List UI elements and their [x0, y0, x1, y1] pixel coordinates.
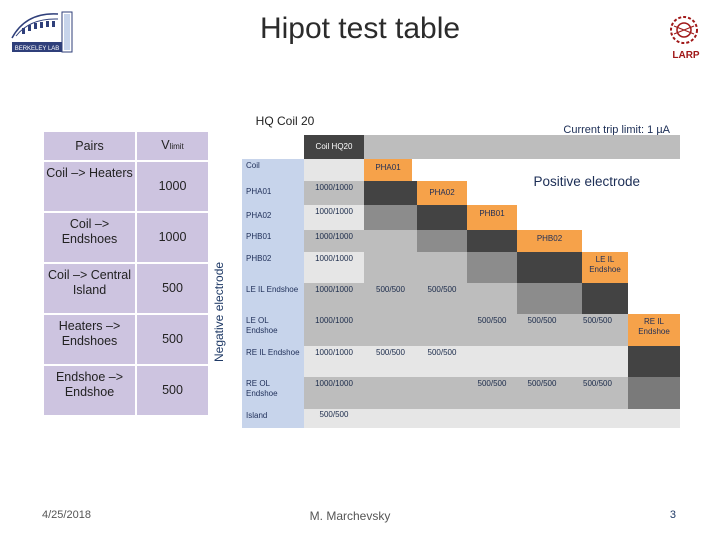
- matrix-value: 500/500: [467, 314, 517, 346]
- matrix-cell: [417, 377, 467, 409]
- matrix-value: 1000/1000: [304, 314, 364, 346]
- pair-cell: Heaters –> Endshoes: [42, 313, 137, 366]
- svg-text:BERKELEY LAB: BERKELEY LAB: [15, 46, 60, 52]
- slide-title: Hipot test table: [259, 12, 461, 45]
- matrix-value: 500/500: [517, 314, 567, 346]
- matrix-value: 1000/1000: [304, 252, 364, 283]
- col-label-re-il: RE IL Endshoe: [628, 314, 680, 346]
- matrix-cell: [417, 205, 467, 230]
- matrix-blank: [412, 159, 680, 181]
- matrix-value: 500/500: [567, 314, 628, 346]
- row-label-re-il: RE IL Endshoe: [242, 346, 304, 377]
- berkeley-lab-logo: BERKELEY LAB: [11, 11, 73, 53]
- matrix-cell: [364, 409, 680, 428]
- vlimit-cell: 500: [135, 262, 210, 315]
- slide-subtitle: HQ Coil 20: [255, 114, 315, 128]
- row-label-phb01: PHB01: [242, 230, 304, 252]
- pair-cell: Coil –> Central Island: [42, 262, 137, 315]
- row-label-le-ol: LE OL Endshoe: [242, 314, 304, 346]
- vlimit-sub: limit: [169, 142, 184, 151]
- matrix-cell: [467, 346, 517, 377]
- corner-label: Coil HQ20: [304, 135, 364, 159]
- matrix-value: 500/500: [364, 283, 417, 314]
- row-label-pha01: PHA01: [242, 181, 304, 205]
- matrix-value: 1000/1000: [304, 205, 364, 230]
- matrix-cell: [364, 377, 417, 409]
- row-label-coil: Coil: [242, 159, 304, 181]
- matrix-value: 1000/1000: [304, 377, 364, 409]
- matrix-cell: [304, 159, 364, 181]
- matrix-cell: [364, 230, 417, 252]
- matrix-value: 500/500: [417, 283, 467, 314]
- matrix-value: 500/500: [567, 377, 628, 409]
- matrix-cell: [628, 377, 680, 409]
- matrix-cell: [517, 283, 582, 314]
- larp-logo: LARP: [670, 16, 700, 61]
- row-label-phb02: PHB02: [242, 252, 304, 283]
- matrix-value: 1000/1000: [304, 230, 364, 252]
- matrix-value: 500/500: [467, 377, 517, 409]
- matrix-cell: [467, 230, 517, 252]
- vlimit-cell: 1000: [135, 160, 210, 213]
- matrix-blank: [628, 283, 680, 314]
- svg-text:LARP: LARP: [672, 50, 700, 61]
- row-label-pha02: PHA02: [242, 205, 304, 230]
- page-number: 3: [669, 509, 676, 521]
- trip-limit-note: Current trip limit: 1 µA: [563, 124, 670, 136]
- matrix-cell: [467, 252, 517, 283]
- pairs-table: Pairs Vlimit Coil –> Heaters 1000 Coil –…: [42, 130, 210, 417]
- col-label-phb02: PHB02: [517, 230, 582, 252]
- pair-cell: Endshoe –> Endshoe: [42, 364, 137, 417]
- matrix-cell: [417, 314, 467, 346]
- col-label-le-il: LE IL Endshoe: [582, 252, 628, 283]
- matrix-value: 500/500: [304, 409, 364, 428]
- matrix-value: 500/500: [364, 346, 417, 377]
- matrix-cell: [364, 205, 417, 230]
- vlimit-cell: 500: [135, 313, 210, 366]
- col-label-pha01: PHA01: [364, 159, 412, 181]
- matrix-value: 500/500: [517, 377, 567, 409]
- matrix-blank: [467, 181, 680, 205]
- positive-electrode-label: Positive electrode: [533, 174, 640, 189]
- negative-electrode-label: Negative electrode: [212, 261, 226, 362]
- matrix-cell: [467, 283, 517, 314]
- matrix-value: 1000/1000: [304, 346, 364, 377]
- matrix-cell: [364, 314, 417, 346]
- vlimit-main: V: [161, 138, 170, 152]
- matrix-cell: [364, 252, 417, 283]
- vlimit-cell: 1000: [135, 211, 210, 264]
- row-label-le-il: LE IL Endshoe: [242, 283, 304, 314]
- footer-author: M. Marchevsky: [309, 509, 391, 523]
- vlimit-cell: 500: [135, 364, 210, 417]
- matrix-value: 1000/1000: [304, 283, 364, 314]
- matrix-cell: [567, 346, 628, 377]
- pair-cell: Coil –> Heaters: [42, 160, 137, 213]
- matrix-value: 1000/1000: [304, 181, 364, 205]
- matrix-cell: [417, 252, 467, 283]
- hipot-matrix: Coil HQ20 Coil PHA01 PHA01 1000/1000 PHA…: [242, 135, 680, 428]
- matrix-blank: [517, 205, 680, 230]
- col-label-pha02: PHA02: [417, 181, 467, 205]
- matrix-cell: [582, 283, 628, 314]
- matrix-cell: [417, 230, 467, 252]
- footer-date: 4/25/2018: [42, 509, 91, 521]
- matrix-cell: [628, 346, 680, 377]
- pairs-header: Pairs: [42, 130, 137, 162]
- matrix-blank: [628, 252, 680, 283]
- vlimit-header: Vlimit: [135, 130, 210, 162]
- pair-cell: Coil –> Endshoes: [42, 211, 137, 264]
- matrix-cell: [364, 181, 417, 205]
- row-label-island: Island: [242, 409, 304, 428]
- col-label-phb01: PHB01: [467, 205, 517, 230]
- row-label-re-ol: RE OL Endshoe: [242, 377, 304, 409]
- matrix-blank: [242, 135, 304, 159]
- matrix-cell: [517, 346, 567, 377]
- matrix-blank: [582, 230, 680, 252]
- matrix-value: 500/500: [417, 346, 467, 377]
- matrix-cell: [517, 252, 582, 283]
